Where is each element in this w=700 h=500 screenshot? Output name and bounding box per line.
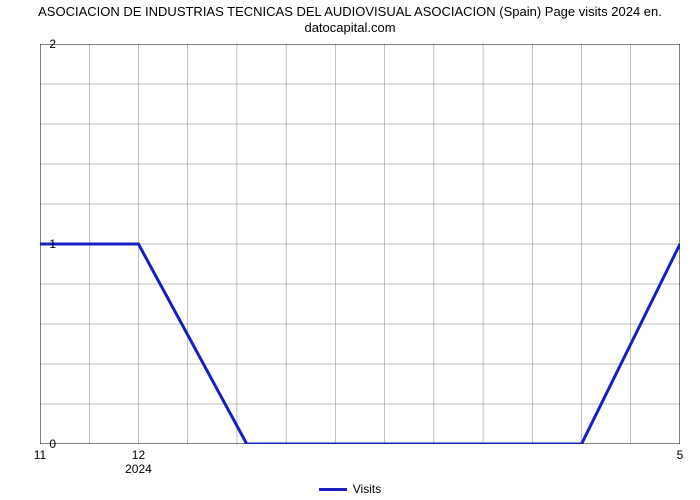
y-tick-label: 2 bbox=[49, 37, 56, 51]
chart-plot bbox=[40, 44, 680, 444]
chart-legend: Visits bbox=[0, 482, 700, 496]
title-line-1: ASOCIACION DE INDUSTRIAS TECNICAS DEL AU… bbox=[38, 4, 662, 19]
x-tick-label: 11 bbox=[34, 448, 46, 462]
legend-label: Visits bbox=[353, 482, 381, 496]
chart-title: ASOCIACION DE INDUSTRIAS TECNICAS DEL AU… bbox=[0, 4, 700, 37]
x-secondary-tick-label: 2024 bbox=[125, 462, 152, 476]
y-tick-label: 1 bbox=[49, 237, 56, 251]
x-tick-label: 12 bbox=[132, 448, 145, 462]
legend-swatch bbox=[319, 488, 347, 491]
x-tick-label: 5 bbox=[677, 448, 684, 462]
y-tick-label: 0 bbox=[49, 437, 56, 451]
title-line-2: datocapital.com bbox=[304, 20, 395, 35]
